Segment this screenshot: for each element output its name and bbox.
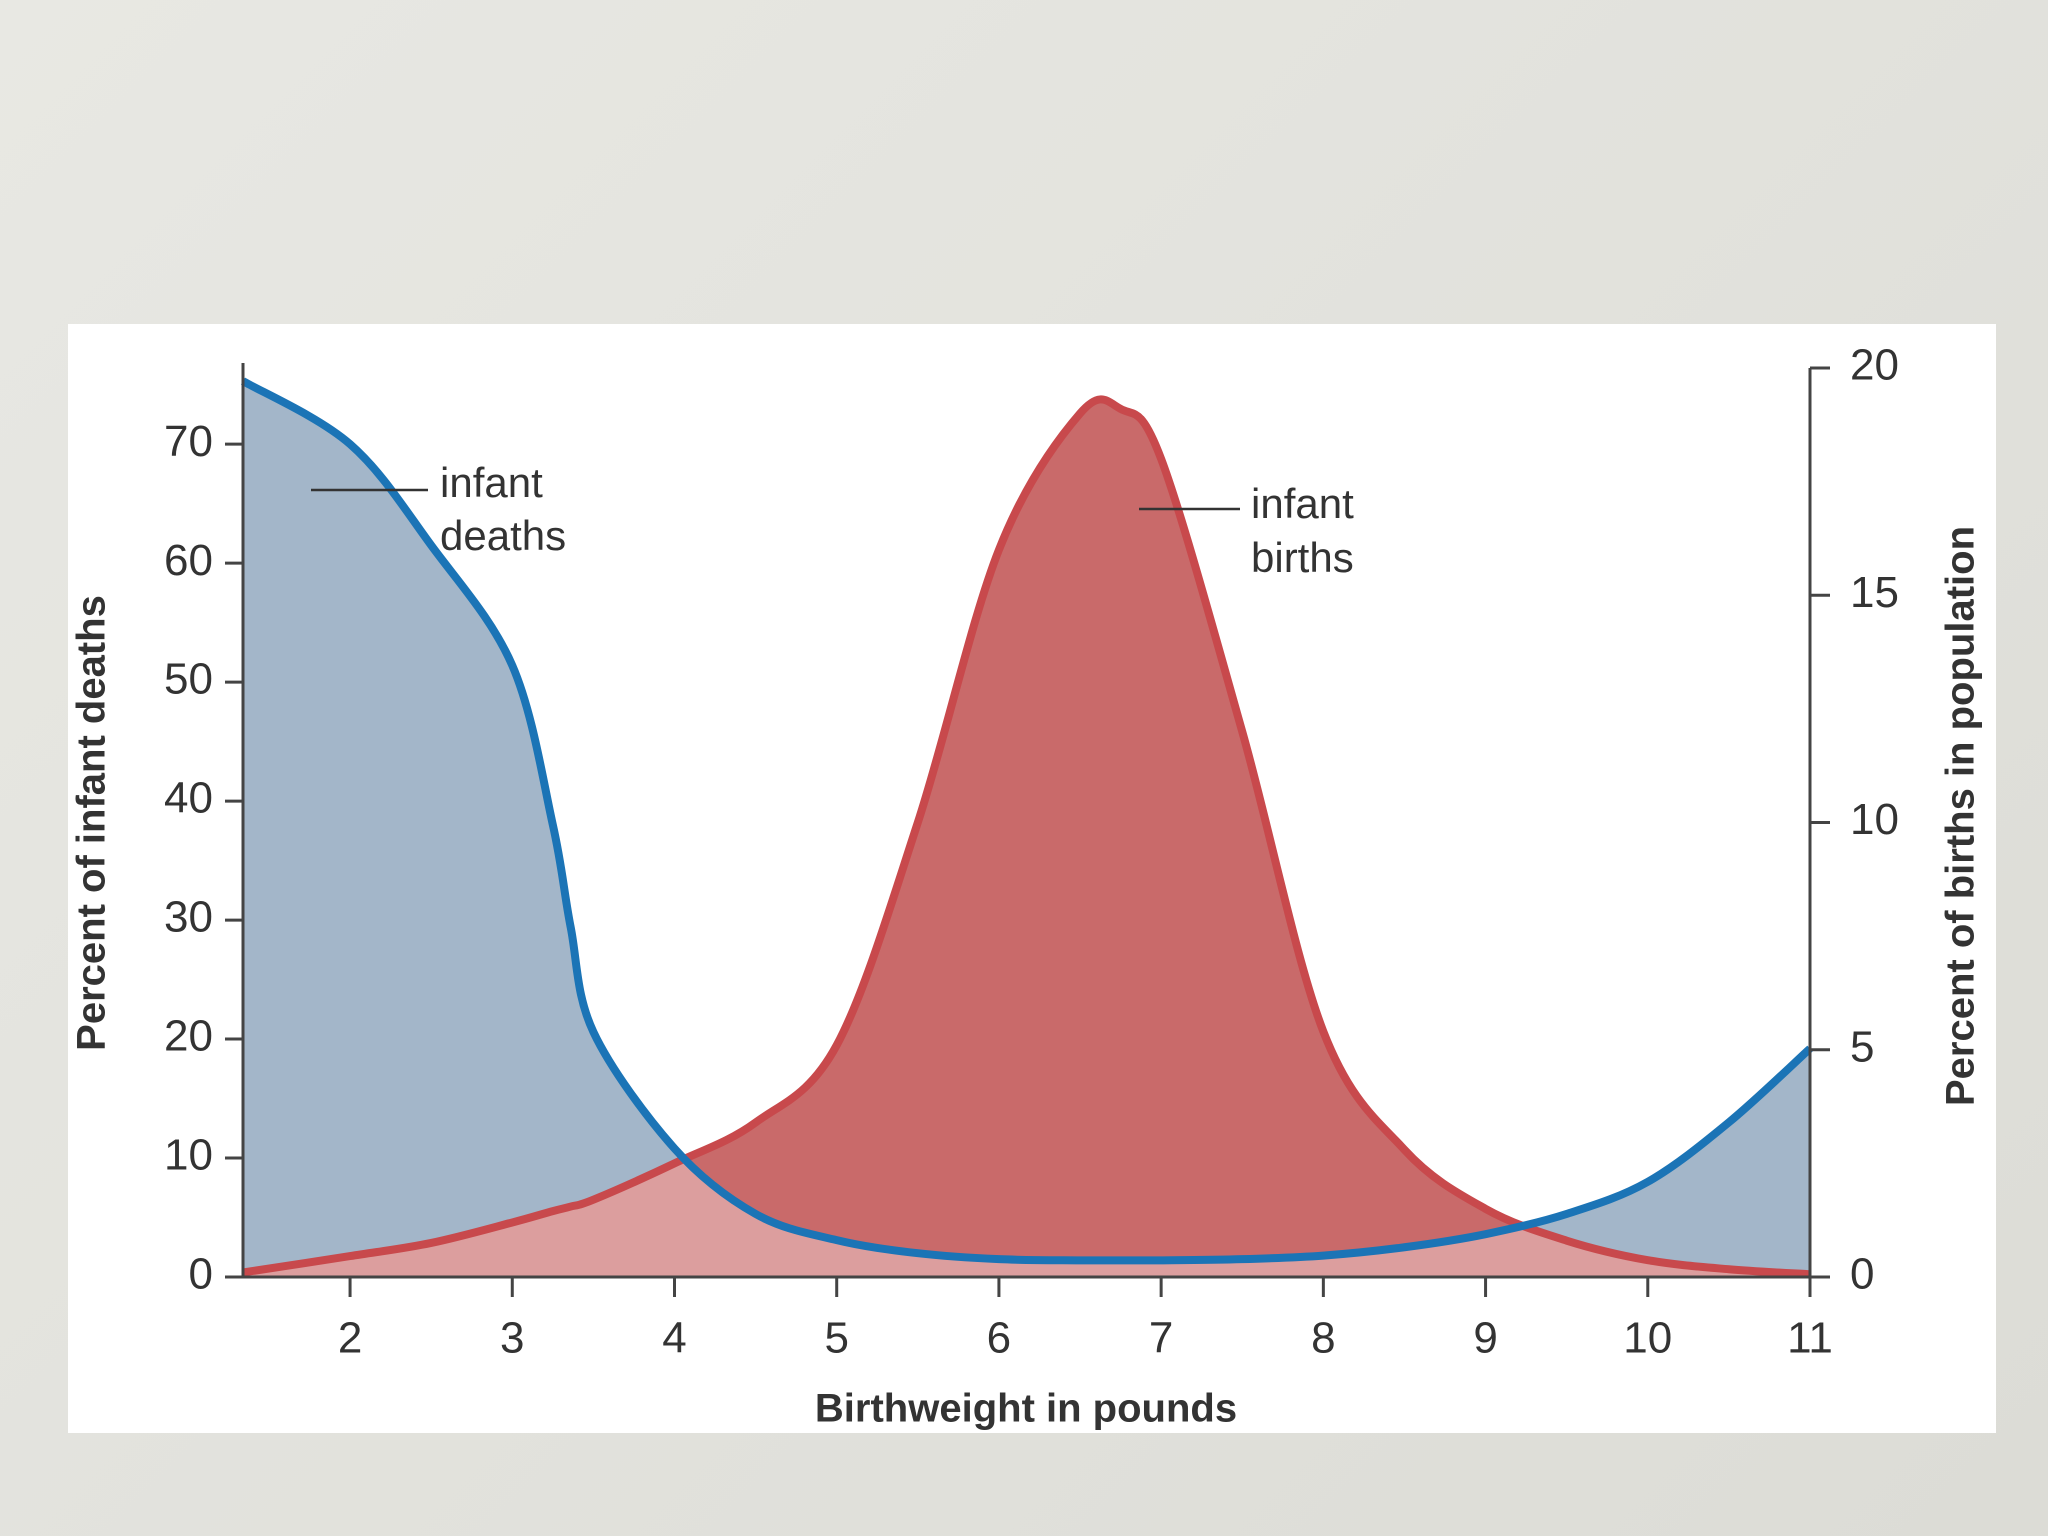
y2-tick-label: 10 bbox=[1850, 795, 1899, 844]
y-tick-label: 60 bbox=[164, 536, 213, 585]
x-tick-label: 2 bbox=[338, 1314, 362, 1363]
y2-tick-label: 5 bbox=[1850, 1022, 1874, 1071]
area bbox=[243, 399, 1810, 1277]
x-tick-label: 3 bbox=[500, 1314, 524, 1363]
y-tick-label: 30 bbox=[164, 893, 213, 942]
x-tick-label: 7 bbox=[1149, 1314, 1173, 1363]
series-annotation: infant bbox=[1251, 480, 1354, 527]
y-axis-title: Percent of infant deaths bbox=[70, 595, 114, 1051]
y-tick-label: 10 bbox=[164, 1131, 213, 1180]
y2-tick-label: 20 bbox=[1850, 341, 1899, 390]
x-tick-label: 11 bbox=[1787, 1314, 1833, 1363]
x-tick-label: 4 bbox=[662, 1314, 686, 1363]
y2-tick-label: 0 bbox=[1850, 1250, 1874, 1299]
line bbox=[240, 377, 1813, 1265]
y-tick-label: 0 bbox=[189, 1250, 213, 1299]
y2-tick-label: 15 bbox=[1850, 568, 1899, 617]
y2-axis-title: Percent of births in population bbox=[1939, 526, 1983, 1106]
series-annotation: deaths bbox=[440, 512, 566, 559]
series-annotation: infant bbox=[440, 459, 543, 506]
x-tick-label: 10 bbox=[1623, 1314, 1672, 1363]
x-axis-title: Birthweight in pounds bbox=[815, 1387, 1237, 1431]
y-tick-label: 20 bbox=[164, 1012, 213, 1061]
x-tick-label: 5 bbox=[824, 1314, 848, 1363]
area bbox=[243, 381, 1810, 1277]
x-tick-label: 8 bbox=[1311, 1314, 1335, 1363]
series-annotation: births bbox=[1251, 534, 1354, 581]
y-tick-label: 40 bbox=[164, 774, 213, 823]
x-tick-label: 6 bbox=[987, 1314, 1011, 1363]
line bbox=[242, 395, 1811, 1279]
x-tick-label: 9 bbox=[1473, 1314, 1497, 1363]
y-tick-label: 50 bbox=[164, 655, 213, 704]
y-tick-label: 70 bbox=[164, 417, 213, 466]
